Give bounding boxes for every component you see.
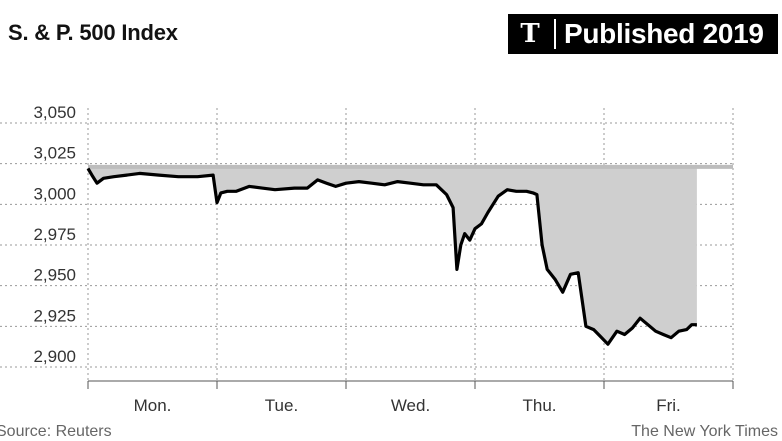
tick-layer: 3,050 3,025 3,000 2,975 2,950 2,925 2,900 Mon. T… [33,103,680,415]
x-tick-label: Thu. [522,396,556,415]
y-tick-label: 2,900 [33,347,76,366]
published-badge: T Published 2019 [508,14,778,54]
y-tick-label: 3,025 [33,144,76,163]
nyt-logo-icon: T [520,19,540,49]
y-tick-label: 3,050 [33,103,76,122]
x-tick-label: Fri. [656,396,681,415]
badge-text: Published 2019 [564,18,764,49]
series-line [86,167,697,346]
x-tick-label: Mon. [134,396,172,415]
x-tick-label: Tue. [265,396,298,415]
chart-title: S. & P. 500 Index [8,20,178,45]
y-tick-label: 2,925 [33,306,76,325]
shaded-area [88,166,697,345]
y-tick-label: 2,975 [33,225,76,244]
source-note: Source: Reuters [0,423,112,440]
line-layer [86,167,697,346]
y-tick-label: 3,000 [33,184,76,203]
y-tick-label: 2,950 [33,266,76,285]
area-layer [88,164,733,345]
badge-divider [554,19,556,49]
credit-note: The New York Times [631,423,778,440]
x-tick-label: Wed. [391,396,430,415]
